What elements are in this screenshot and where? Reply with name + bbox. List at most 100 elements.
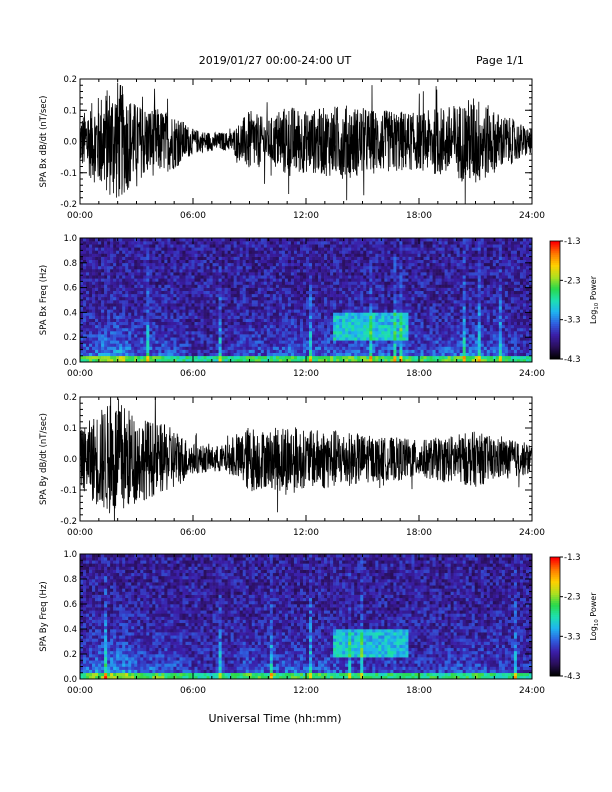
- spectrogram-cell: [146, 303, 150, 307]
- spectrogram-cell: [164, 241, 168, 245]
- spectrogram-cell: [161, 281, 165, 285]
- spectrogram-cell: [414, 278, 418, 282]
- spectrogram-cell: [309, 324, 313, 329]
- spectrogram-cell: [173, 290, 177, 295]
- spectrogram-cell: [429, 337, 433, 341]
- spectrogram-cell: [119, 318, 123, 322]
- spectrogram-cell: [89, 309, 93, 313]
- spectrogram-cell: [390, 343, 394, 347]
- spectrogram-cell: [321, 275, 325, 279]
- spectrogram-cell: [155, 303, 159, 307]
- spectrogram-cell: [411, 278, 415, 282]
- spectrogram-cell: [95, 250, 99, 254]
- spectrogram-cell: [167, 352, 171, 357]
- spectrogram-cell: [444, 287, 448, 291]
- spectrogram-cell: [212, 247, 216, 251]
- spectrogram-cell: [378, 309, 382, 313]
- spectrogram-cell: [128, 265, 132, 270]
- spectrogram-cell: [116, 275, 120, 279]
- spectrogram-cell: [366, 343, 370, 347]
- spectrogram-cell: [396, 340, 400, 344]
- spectrogram-cell: [116, 262, 120, 267]
- spectrogram-cell: [408, 327, 412, 332]
- spectrogram-cell: [113, 287, 117, 291]
- spectrogram-cell: [239, 306, 244, 310]
- spectrogram-cell: [293, 318, 298, 322]
- spectrogram-cell: [143, 250, 147, 254]
- spectrogram-cell: [122, 352, 126, 357]
- spectrogram-cell: [414, 352, 418, 357]
- spectrogram-cell: [272, 290, 277, 295]
- spectrogram-cell: [302, 250, 307, 254]
- spectrogram-cell: [266, 290, 271, 295]
- spectrogram-cell: [227, 278, 231, 282]
- spectrogram-cell: [345, 253, 349, 257]
- spectrogram-cell: [116, 352, 120, 357]
- spectrogram-cell: [429, 284, 433, 288]
- spectrogram-cell: [426, 303, 430, 307]
- spectrogram-cell: [426, 306, 430, 310]
- spectrogram-cell: [110, 358, 114, 363]
- spectrogram-cell: [242, 355, 247, 360]
- spectrogram-cell: [417, 262, 421, 267]
- spectrogram-cell: [363, 306, 367, 310]
- spectrogram-cell: [321, 352, 325, 357]
- spectrogram-cell: [215, 284, 219, 288]
- spectrogram-cell: [254, 312, 259, 316]
- spectrogram-cell: [287, 272, 292, 276]
- spectrogram-cell: [384, 259, 388, 264]
- spectrogram-cell: [411, 346, 415, 350]
- spectrogram-cell: [107, 327, 111, 332]
- spectrogram-cell: [266, 324, 271, 329]
- spectrogram-cell: [312, 343, 316, 347]
- spectrogram-cell: [182, 315, 186, 319]
- spectrogram-cell: [197, 324, 201, 329]
- y-axis-label: SPA Bx dB/dt (nT/sec): [39, 96, 49, 188]
- spectrogram-cell: [110, 293, 114, 298]
- spectrogram-cell: [396, 321, 400, 326]
- spectrogram-cell: [224, 309, 228, 313]
- spectrogram-cell: [149, 278, 153, 282]
- spectrogram-cell: [107, 256, 111, 260]
- spectrogram-cell: [143, 290, 147, 295]
- spectrogram-cell: [435, 324, 439, 329]
- spectrogram-cell: [179, 318, 183, 322]
- spectrogram-cell: [384, 321, 388, 326]
- spectrogram-cell: [396, 327, 400, 332]
- spectrogram-cell: [227, 358, 231, 363]
- spectrogram-cell: [251, 244, 256, 248]
- spectrogram-cell: [269, 355, 274, 360]
- spectrogram-cell: [101, 327, 105, 332]
- spectrogram-cell: [230, 278, 234, 282]
- spectrogram-cell: [254, 287, 259, 291]
- spectrogram-cell: [393, 300, 397, 304]
- spectrogram-cell: [408, 287, 412, 291]
- spectrogram-cell: [309, 300, 313, 304]
- spectrogram-cell: [146, 318, 150, 322]
- spectrogram-cell: [233, 281, 237, 285]
- spectrogram-cell: [387, 293, 391, 298]
- spectrogram-cell: [110, 296, 114, 301]
- spectrogram-cell: [95, 269, 99, 273]
- spectrogram-cell: [321, 349, 325, 353]
- spectrogram-cell: [417, 340, 421, 344]
- spectrogram-cell: [212, 346, 216, 350]
- spectrogram-cell: [254, 256, 259, 260]
- spectrogram-cell: [233, 343, 237, 347]
- spectrogram-cell: [143, 293, 147, 298]
- spectrogram-cell: [393, 247, 397, 251]
- spectrogram-cell: [399, 296, 403, 301]
- spectrogram-cell: [318, 318, 322, 322]
- spectrogram-cell: [233, 278, 237, 282]
- spectrogram-cell: [393, 253, 397, 257]
- spectrogram-cell: [146, 253, 150, 257]
- spectrogram-cell: [104, 284, 108, 288]
- spectrogram-cell: [155, 327, 159, 332]
- spectrogram-cell: [266, 334, 271, 338]
- spectrogram-cell: [312, 349, 316, 353]
- spectrogram-cell: [357, 349, 361, 353]
- spectrogram-cell: [233, 309, 237, 313]
- spectrogram-cell: [251, 296, 256, 301]
- spectrogram-cell: [146, 256, 150, 260]
- spectrogram-cell: [152, 309, 156, 313]
